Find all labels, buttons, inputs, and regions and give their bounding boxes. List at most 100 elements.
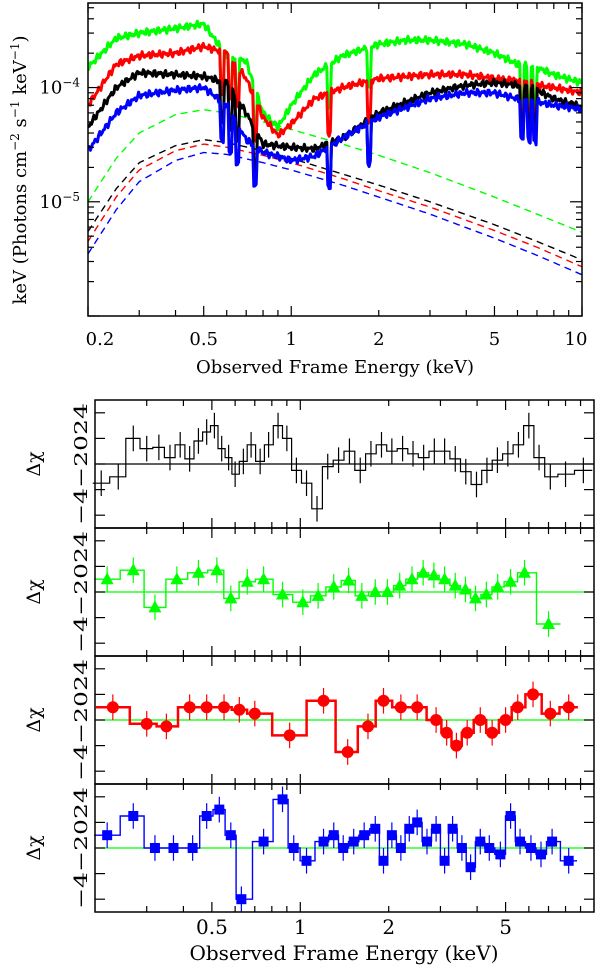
y-tick-label: −4 [71, 616, 92, 653]
data-point [427, 568, 441, 581]
y-tick-label: 2 [71, 419, 92, 435]
data-point [258, 836, 269, 847]
data-point [301, 855, 312, 866]
data-point [486, 726, 499, 739]
data-point [359, 830, 370, 841]
data-point [355, 588, 369, 601]
data-point [201, 811, 212, 821]
data-point [386, 830, 397, 841]
y-tick-label: −4 [71, 744, 92, 781]
data-point [327, 579, 341, 592]
y-tick-label: 2 [71, 803, 92, 819]
data-point [505, 811, 516, 821]
x-tick-label: 2 [373, 329, 384, 350]
data-point [440, 726, 453, 739]
data-point [168, 843, 179, 853]
spectrum-panel: 0.2 0.5 1 2 5 10 10−4 10−5 keV (Photons cm−2 … [8, 2, 587, 378]
data-point [126, 563, 140, 576]
data-point [128, 811, 139, 821]
series-blue-model [88, 83, 582, 191]
data-point [461, 726, 474, 739]
data-point [200, 701, 213, 714]
residual-y-axis-label: Δχ [23, 707, 45, 733]
data-point [447, 823, 458, 834]
data-point [106, 701, 119, 714]
data-point [248, 707, 261, 720]
residual-step-line [94, 798, 577, 900]
x-tick-label: 0.5 [196, 915, 228, 939]
residual-panel-1: −4−2024 Δχ [23, 399, 595, 529]
y-tick-label: 0 [71, 691, 92, 707]
y-tick-label: 10−5 [39, 190, 80, 213]
data-point [348, 836, 359, 847]
data-point [475, 836, 486, 847]
data-point [393, 578, 407, 591]
y-tick-label: 4 [71, 787, 92, 803]
data-point [411, 701, 424, 714]
data-point [218, 701, 231, 714]
data-point [394, 701, 407, 714]
data-point [525, 843, 536, 853]
residual-x-axis-label: Observed Frame Energy (keV) [189, 941, 498, 965]
y-tick-label: 10−4 [39, 76, 80, 99]
y-tick-label: −2 [71, 451, 92, 488]
y-tick-exponent: −5 [62, 190, 80, 204]
residual-step-line [94, 569, 561, 625]
x-tick-label: 0.5 [189, 329, 218, 350]
data-point [474, 714, 487, 726]
data-point [439, 855, 450, 866]
data-point [479, 587, 493, 600]
series-blue-power-law [88, 151, 582, 276]
data-point [456, 843, 467, 853]
data-point [210, 563, 224, 576]
residual-panel-3: −4−2024 Δχ [23, 655, 595, 785]
data-point [450, 739, 463, 752]
data-point [430, 714, 443, 726]
residual-panel-2: −4−2024 Δχ [23, 527, 595, 657]
x-tick-label: 0.2 [86, 329, 115, 350]
y-tick-label: −4 [71, 872, 92, 909]
data-point [563, 855, 574, 866]
spectrum-frame [87, 2, 583, 317]
data-point [160, 720, 173, 733]
y-tick-label: 4 [71, 531, 92, 547]
data-point [511, 701, 524, 714]
y-tick-label: 0 [71, 563, 92, 579]
data-point [547, 836, 558, 847]
x-tick-label: 1 [285, 329, 296, 350]
y-tick-label: 4 [71, 403, 92, 419]
data-point [257, 572, 271, 585]
data-point [102, 830, 113, 841]
data-point [311, 588, 325, 601]
data-point [170, 572, 184, 585]
data-point [535, 849, 546, 860]
residual-y-axis-label: Δχ [23, 835, 45, 861]
data-point [288, 843, 299, 853]
data-point [504, 574, 518, 587]
data-point [458, 582, 472, 595]
series-red-model [88, 42, 582, 143]
data-point [380, 585, 394, 597]
data-point [499, 714, 512, 726]
residual-step-line [92, 425, 593, 510]
y-tick-label: 2 [71, 675, 92, 691]
data-point [236, 894, 247, 905]
y-tick-labels: −4−2024 [71, 403, 92, 525]
y-tick-labels: −4−2024 [71, 659, 92, 781]
data-point [370, 823, 381, 834]
y-tick-label: 0 [71, 435, 92, 451]
data-point [214, 804, 225, 815]
data-point [277, 794, 288, 805]
y-tick-label: −2 [71, 835, 92, 872]
data-point [469, 591, 483, 604]
data-point [140, 717, 153, 730]
data-point [544, 707, 557, 720]
y-tick-exponent: −4 [62, 76, 80, 90]
data-point [515, 836, 526, 847]
y-tick-label: 0 [71, 819, 92, 835]
data-point [431, 823, 442, 834]
data-point [377, 694, 390, 707]
data-point [484, 843, 495, 853]
data-point [448, 578, 462, 591]
